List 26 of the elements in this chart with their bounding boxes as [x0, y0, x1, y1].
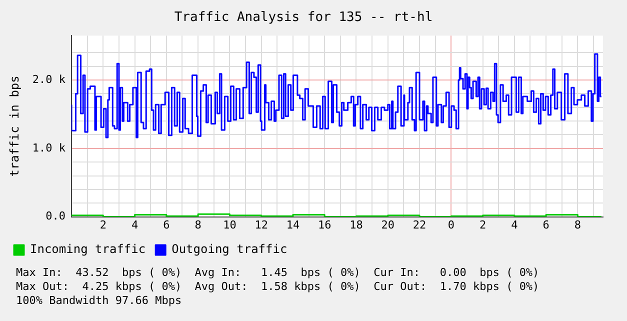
x-tick-label: 18	[350, 218, 363, 232]
x-tick-label: 2	[479, 218, 486, 232]
x-tick-label: 2	[100, 218, 106, 232]
text: Max In: 43.52 bps ( 0%) Avg In: 1.45 bps ( 0%) Cur In: 0.00 bps ( 0%)	[16, 266, 540, 280]
x-tick-label: 8	[194, 218, 202, 232]
chart-title: Traffic Analysis for 135 -- rt-hl	[174, 10, 433, 26]
y-tick-label: 0.0	[46, 210, 66, 223]
x-tick-label: 8	[574, 218, 582, 232]
text: 100% Bandwidth 97.66 Mbps	[16, 294, 183, 308]
x-tick-label: 14	[286, 218, 300, 232]
x-tick-label: 6	[163, 218, 170, 232]
x-tick-label: 16	[318, 218, 332, 232]
x-tick-label: 6	[542, 218, 550, 232]
x-tick-label: 22	[412, 218, 426, 232]
y-tick-label: 1.0 k	[32, 141, 66, 154]
y-axis-title: traffic in bps	[7, 76, 22, 177]
x-tick-label: 10	[223, 218, 236, 232]
legend-label: Incoming traffic	[30, 242, 146, 256]
x-tick-label: 20	[381, 218, 394, 232]
x-tick-label: 4	[511, 218, 518, 232]
y-tick-label: 2.0 k	[32, 72, 66, 86]
x-tick-label: 4	[131, 218, 138, 232]
text: Max Out: 4.25 kbps ( 0%) Avg Out: 1.58 kbps ( 0%) Cur Out: 1.70 kbps ( 0%)	[16, 280, 540, 294]
x-tick-label: 12	[254, 218, 268, 232]
legend-label: Outgoing traffic	[172, 242, 288, 256]
x-tick-label: 0	[448, 218, 454, 232]
